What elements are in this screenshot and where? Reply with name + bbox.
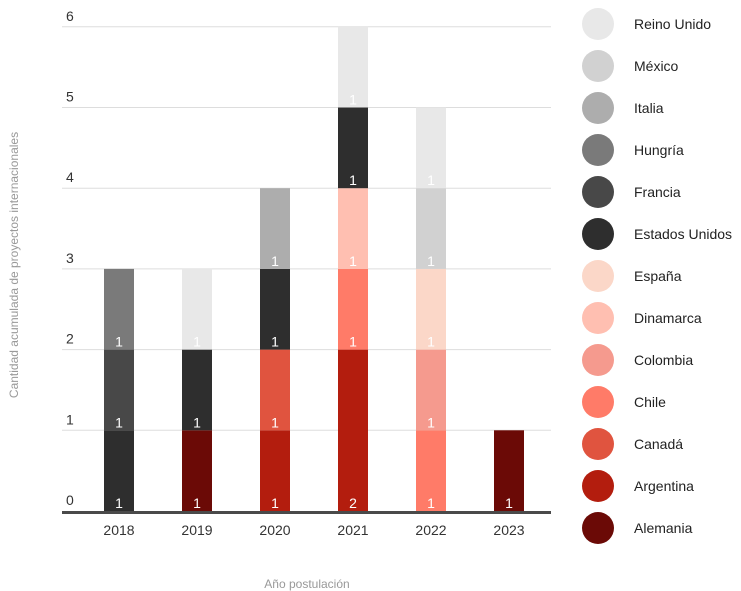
x-tick-label: 2022 — [415, 522, 446, 538]
data-label: 1 — [115, 414, 123, 430]
data-label: 1 — [505, 495, 513, 511]
legend-swatch — [582, 512, 614, 544]
legend-item-label: Dinamarca — [634, 310, 702, 326]
bar-segment — [338, 349, 368, 511]
data-label: 1 — [115, 495, 123, 511]
legend-item-label: Colombia — [634, 352, 693, 368]
data-label: 1 — [427, 172, 435, 188]
data-label: 1 — [427, 495, 435, 511]
grid-lines — [62, 26, 551, 431]
data-label: 2 — [349, 495, 357, 511]
bar-segment — [416, 430, 446, 511]
legend-item-label: Argentina — [634, 478, 694, 494]
legend-item-label: Reino Unido — [634, 16, 711, 32]
bars — [104, 26, 524, 511]
data-label: 1 — [271, 253, 279, 269]
data-label: 1 — [193, 495, 201, 511]
bar-segment — [182, 268, 212, 350]
x-tick-label: 2020 — [259, 522, 290, 538]
legend-swatch — [582, 470, 614, 502]
bar-segment — [338, 268, 368, 350]
legend-item-label: Estados Unidos — [634, 226, 732, 242]
y-tick-label: 1 — [66, 411, 74, 427]
bar-segment — [182, 349, 212, 431]
data-label: 1 — [271, 334, 279, 350]
data-label: 1 — [427, 414, 435, 430]
data-label: 1 — [271, 495, 279, 511]
x-axis-label: Año postulación — [264, 577, 349, 591]
x-tick-label: 2023 — [493, 522, 524, 538]
bar-segment — [416, 349, 446, 431]
x-tick-label: 2019 — [181, 522, 212, 538]
bar-segment — [260, 188, 290, 269]
legend-swatch — [582, 50, 614, 82]
y-tick-label: 6 — [66, 8, 74, 24]
y-axis-label: Cantidad acumulada de proyectos internac… — [7, 132, 21, 398]
data-label: 1 — [193, 414, 201, 430]
bar-segment — [260, 430, 290, 511]
legend-item-label: Chile — [634, 394, 666, 410]
data-label: 1 — [427, 334, 435, 350]
y-tick-label: 2 — [66, 331, 74, 347]
legend-swatch — [582, 428, 614, 460]
legend-swatch — [582, 386, 614, 418]
x-axis-ticks: 2018 2019 2020 2021 2022 2023 — [103, 522, 524, 538]
bar-segment — [104, 430, 134, 511]
y-tick-label: 5 — [66, 89, 74, 105]
legend-swatch — [582, 92, 614, 124]
y-tick-label: 0 — [66, 492, 74, 508]
legend-item-label: Italia — [634, 100, 664, 116]
bar-segment — [338, 107, 368, 189]
bar-segment — [104, 268, 134, 350]
data-label: 1 — [115, 334, 123, 350]
data-label: 1 — [349, 253, 357, 269]
bar-segment — [416, 268, 446, 350]
data-labels: 1 1 1 1 1 1 1 1 1 1 2 1 1 1 1 1 1 1 1 1 1 — [115, 92, 513, 512]
data-label: 1 — [349, 334, 357, 350]
bar-segment — [182, 430, 212, 511]
bar-segment — [338, 26, 368, 108]
bar-segment — [416, 107, 446, 189]
x-tick-label: 2018 — [103, 522, 134, 538]
bar-segment — [338, 188, 368, 269]
data-label: 1 — [193, 334, 201, 350]
data-label: 1 — [271, 414, 279, 430]
legend-swatch — [582, 176, 614, 208]
legend-item-label: Hungría — [634, 142, 684, 158]
y-axis-ticks: 0 1 2 3 4 5 6 — [66, 8, 74, 508]
bar-segment — [260, 349, 290, 431]
y-tick-label: 3 — [66, 250, 74, 266]
bar-segment — [494, 430, 524, 511]
legend-swatch — [582, 134, 614, 166]
legend-swatch — [582, 218, 614, 250]
legend-item-label: México — [634, 58, 679, 74]
data-label: 1 — [349, 172, 357, 188]
bar-segment — [104, 349, 134, 431]
bar-segment — [260, 268, 290, 350]
data-label: 1 — [349, 92, 357, 108]
legend-swatch — [582, 344, 614, 376]
legend-item-label: Canadá — [634, 436, 683, 452]
legend-item-label: Alemania — [634, 520, 693, 536]
bar-segment — [416, 188, 446, 269]
legend-swatch — [582, 8, 614, 40]
legend-swatch — [582, 302, 614, 334]
legend: Reino Unido México Italia Hungría Francia Est… — [582, 8, 732, 544]
legend-item-label: Francia — [634, 184, 681, 200]
y-tick-label: 4 — [66, 169, 74, 185]
legend-swatch — [582, 260, 614, 292]
legend-item-label: España — [634, 268, 682, 284]
x-tick-label: 2021 — [337, 522, 368, 538]
data-label: 1 — [427, 253, 435, 269]
